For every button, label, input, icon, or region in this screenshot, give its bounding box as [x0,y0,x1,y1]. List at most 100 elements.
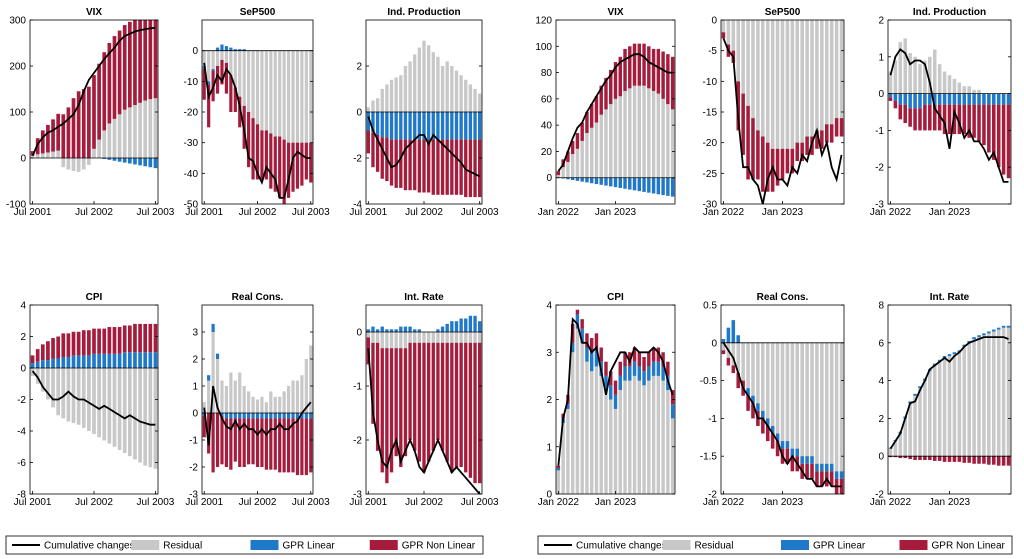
nonlinear-bar [278,418,282,473]
nonlinear-bar [304,142,308,180]
residual-bar [76,368,81,425]
linear-bar [670,177,675,197]
linear-bar [952,93,957,105]
residual-bar [647,88,651,178]
linear-bar [987,331,991,334]
y-tick-label: 0 [711,16,717,27]
x-tick-label: Jul 2002 [75,497,113,508]
nonlinear-bar [908,108,912,127]
x-tick-label: Jul 2001 [185,497,223,508]
linear-bar [761,410,765,419]
residual-bar [604,109,608,178]
linear-bar [233,413,237,419]
residual-bar [215,50,220,66]
nonlinear-bar [71,98,76,158]
linear-bar [30,363,35,368]
linear-bar [260,413,264,419]
nonlinear-bar [736,373,740,389]
nonlinear-bar [76,331,81,356]
nonlinear-bar [1006,104,1011,179]
residual-bar [834,342,839,472]
linear-bar [952,352,957,355]
y-tick-label: -0.5 [700,376,718,387]
nonlinear-bar [247,112,251,168]
linear-bar [623,366,627,381]
nonlinear-bar [599,85,603,115]
legend-label-nonlinear: GPR Non Linear [932,541,1006,552]
y-tick-label: 0 [546,173,552,184]
nonlinear-bar [589,338,594,353]
residual-bar [56,150,61,158]
nonlinear-bar [947,456,952,462]
nonlinear-bar [56,336,61,359]
residual-bar [585,361,589,494]
residual-bar [143,368,148,466]
residual-bar [478,332,482,343]
nonlinear-bar [888,97,893,101]
nonlinear-bar [422,342,426,473]
linear-bar [647,366,651,381]
nonlinear-bar [923,456,927,460]
nonlinear-bar [468,342,473,478]
legend-label-linear: GPR Linear [813,541,866,552]
linear-bar [207,81,211,85]
residual-bar [805,342,809,457]
nonlinear-bar [403,139,408,191]
linear-bar [613,177,618,188]
nonlinear-bar [375,342,380,451]
cumulative-line [367,116,481,178]
residual-bar [473,332,477,343]
linear-bar [66,356,71,368]
y-tick-label: -2 [875,490,884,501]
residual-bar [967,342,971,457]
residual-bar [464,332,468,343]
nonlinear-bar [380,348,384,473]
residual-bar [721,342,726,351]
linear-bar [309,413,313,419]
linear-bar [1006,325,1011,328]
nonlinear-bar [291,418,295,473]
nonlinear-bar [133,323,137,353]
legend-label-residual: Residual [163,541,202,552]
residual-bar [440,332,445,343]
linear-bar [403,112,408,140]
linear-bar [628,366,632,381]
nonlinear-bar [834,118,839,137]
residual-bar [366,107,370,112]
nonlinear-bar [775,148,780,186]
linear-bar [478,112,482,140]
linear-bar [932,93,937,105]
nonlinear-bar [623,352,627,367]
linear-bar [61,356,66,368]
residual-bar [51,368,55,408]
nonlinear-bar [666,361,670,376]
nonlinear-bar [426,139,431,193]
linear-bar [153,158,158,169]
nonlinear-bar [122,325,127,353]
linear-bar [580,328,584,343]
residual-bar [623,90,627,178]
residual-bar [61,158,66,168]
residual-bar [947,75,952,94]
residual-bar [618,96,622,178]
panel-11: Int. Rate -2 0 2 4 6 8 Jan 2022 Jan 2023 [870,292,1012,508]
linear-bar [408,112,412,140]
nonlinear-bar [478,139,482,198]
nonlinear-bar [35,349,40,362]
residual-bar [66,368,71,422]
linear-bar [426,112,431,140]
nonlinear-bar [153,323,158,353]
nonlinear-bar [417,139,422,193]
linear-bar [589,352,594,372]
linear-bar [215,353,220,359]
legend-swatch-nonlinear [899,540,928,550]
residual-bar [1006,327,1011,457]
y-tick-label: -10 [703,77,718,88]
linear-bar [923,93,927,105]
residual-bar [220,380,224,413]
residual-bar [122,368,127,454]
residual-bar [264,50,268,131]
residual-bar [87,158,91,165]
linear-bar [478,321,482,332]
residual-bar [211,50,215,70]
